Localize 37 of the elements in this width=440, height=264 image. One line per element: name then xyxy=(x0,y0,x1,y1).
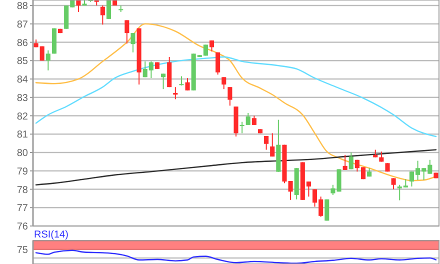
candlestick xyxy=(222,76,226,90)
y-tick-label: 87 xyxy=(16,19,28,30)
candlestick xyxy=(130,32,136,53)
candlestick xyxy=(264,135,269,150)
line-series xyxy=(35,149,437,186)
candlestick xyxy=(106,0,112,20)
candlestick xyxy=(46,50,50,71)
candlestick xyxy=(252,115,256,126)
y-tick-label: 79 xyxy=(16,166,28,178)
candlestick xyxy=(342,154,348,170)
y-tick-label: 78 xyxy=(16,184,28,196)
y-tick-label: 82 xyxy=(16,111,28,122)
candlestick xyxy=(185,78,190,91)
y-tick-label: 80 xyxy=(16,148,28,160)
candlestick xyxy=(124,20,130,44)
candlestick xyxy=(391,178,396,190)
candlestick xyxy=(246,112,250,126)
y-tick-label: 81 xyxy=(16,130,28,141)
candlestick xyxy=(240,121,244,134)
chart-title: RSI(14) xyxy=(34,230,68,241)
line-series xyxy=(35,56,437,138)
candlestick xyxy=(173,86,178,100)
y-tick-label: 88 xyxy=(16,1,28,12)
candlestick xyxy=(270,132,275,158)
candlestick xyxy=(348,152,354,170)
text: 75 xyxy=(16,244,28,256)
y-tick-label: 83 xyxy=(16,92,28,104)
y-tick-label: 86 xyxy=(16,38,28,49)
y-tick-label: 77 xyxy=(16,203,28,214)
candlestick xyxy=(179,76,184,86)
candlestick xyxy=(161,73,166,90)
candlestick xyxy=(100,5,105,26)
y-tick-label: 76 xyxy=(16,222,28,232)
y-tick-label: 84 xyxy=(16,74,28,86)
candlestick xyxy=(228,86,232,106)
y-tick-label: 85 xyxy=(16,56,28,68)
candlestick xyxy=(216,52,220,76)
